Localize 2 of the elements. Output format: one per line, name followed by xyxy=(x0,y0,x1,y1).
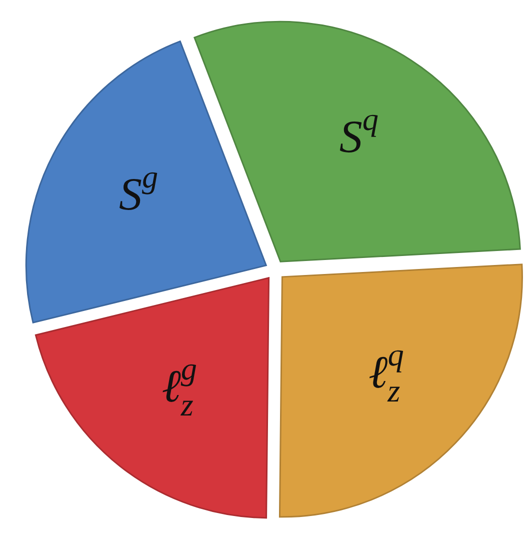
slice-label: S$^{q}$ xyxy=(339,101,378,162)
slice-label: S$^{g}$ xyxy=(118,159,158,220)
